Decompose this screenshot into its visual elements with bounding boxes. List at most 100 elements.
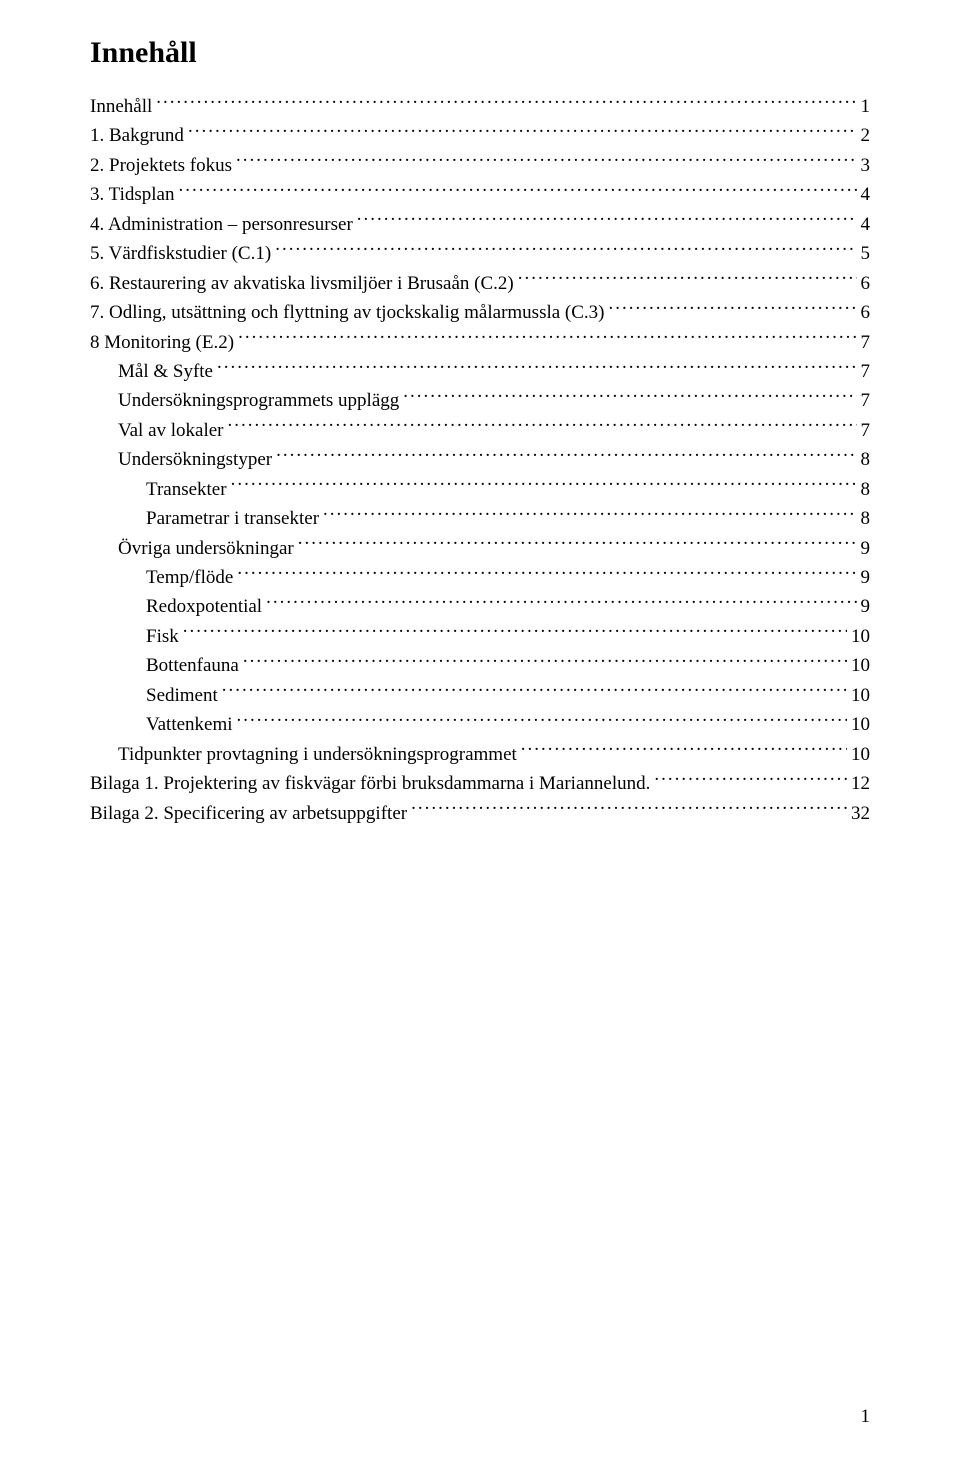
toc-leader-dots [217, 358, 857, 377]
toc-leader-dots [266, 593, 856, 612]
toc-entry-label: Fisk [146, 622, 179, 651]
toc-row: Undersökningsprogrammets upplägg 7 [90, 386, 870, 415]
toc-leader-dots [156, 93, 856, 112]
toc-entry-page: 6 [861, 269, 871, 298]
toc-entry-label: Temp/flöde [146, 563, 233, 592]
toc-entry-page: 8 [861, 504, 871, 533]
toc-entry-label: Tidpunkter provtagning i undersökningspr… [118, 740, 517, 769]
toc-row: Tidpunkter provtagning i undersökningspr… [90, 740, 870, 769]
page-title: Innehåll [90, 36, 870, 70]
toc-row: Transekter 8 [90, 475, 870, 504]
toc-leader-dots [521, 741, 847, 760]
toc-entry-page: 4 [861, 210, 871, 239]
toc-entry-page: 9 [861, 563, 871, 592]
toc-entry-label: Bilaga 1. Projektering av fiskvägar förb… [90, 769, 650, 798]
toc-entry-page: 7 [861, 416, 871, 445]
toc-entry-label: 3. Tidsplan [90, 180, 174, 209]
toc-entry-page: 1 [861, 92, 871, 121]
toc-entry-label: Transekter [146, 475, 227, 504]
toc-entry-label: Undersökningsprogrammets upplägg [118, 386, 399, 415]
toc-entry-page: 10 [851, 710, 870, 739]
toc-row: Bilaga 2. Specificering av arbetsuppgift… [90, 799, 870, 828]
toc-leader-dots [323, 505, 856, 524]
toc-entry-label: 4. Administration – personresurser [90, 210, 353, 239]
toc-row: 1. Bakgrund 2 [90, 121, 870, 150]
toc-row: Redoxpotential 9 [90, 592, 870, 621]
page: Innehåll Innehåll11. Bakgrund22. Projekt… [0, 0, 960, 1468]
toc-entry-label: Parametrar i transekter [146, 504, 319, 533]
toc-entry-page: 10 [851, 622, 870, 651]
toc-entry-label: Bottenfauna [146, 651, 239, 680]
toc-entry-page: 10 [851, 740, 870, 769]
toc-entry-page: 10 [851, 651, 870, 680]
toc-entry-page: 32 [851, 799, 870, 828]
toc-entry-label: 1. Bakgrund [90, 121, 184, 150]
toc-row: Bottenfauna 10 [90, 651, 870, 680]
toc-leader-dots [411, 800, 847, 819]
toc-row: Bilaga 1. Projektering av fiskvägar förb… [90, 769, 870, 798]
toc-entry-page: 7 [861, 357, 871, 386]
toc-entry-label: Mål & Syfte [118, 357, 213, 386]
toc-row: 2. Projektets fokus 3 [90, 151, 870, 180]
toc-entry-label: 2. Projektets fokus [90, 151, 232, 180]
toc-entry-page: 3 [861, 151, 871, 180]
toc-leader-dots [183, 623, 847, 642]
toc-entry-label: 5. Värdfiskstudier (C.1) [90, 239, 271, 268]
toc-entry-label: 8 Monitoring (E.2) [90, 328, 234, 357]
toc-entry-page: 7 [861, 328, 871, 357]
toc-row: 4. Administration – personresurser 4 [90, 210, 870, 239]
toc-leader-dots [609, 299, 857, 318]
toc-entry-page: 5 [861, 239, 871, 268]
toc-leader-dots [654, 770, 847, 789]
toc-leader-dots [357, 211, 857, 230]
toc-row: Mål & Syfte 7 [90, 357, 870, 386]
toc-leader-dots [222, 682, 847, 701]
toc-entry-label: 7. Odling, utsättning och flyttning av t… [90, 298, 605, 327]
toc-row: 8 Monitoring (E.2) 7 [90, 328, 870, 357]
toc-leader-dots [243, 652, 847, 671]
toc-row: 5. Värdfiskstudier (C.1) 5 [90, 239, 870, 268]
toc-leader-dots [236, 152, 857, 171]
toc-row: Vattenkemi 10 [90, 710, 870, 739]
toc-row: Temp/flöde 9 [90, 563, 870, 592]
toc-leader-dots [518, 270, 857, 289]
toc-leader-dots [237, 711, 847, 730]
toc-leader-dots [275, 240, 856, 259]
page-number: 1 [861, 1406, 871, 1428]
toc-entry-label: 6. Restaurering av akvatiska livsmiljöer… [90, 269, 514, 298]
toc-row: Övriga undersökningar 9 [90, 534, 870, 563]
toc-row: 6. Restaurering av akvatiska livsmiljöer… [90, 269, 870, 298]
toc-leader-dots [178, 181, 856, 200]
toc-entry-page: 8 [861, 445, 871, 474]
toc-entry-label: Vattenkemi [146, 710, 233, 739]
toc-entry-label: Undersökningstyper [118, 445, 272, 474]
toc-row: 3. Tidsplan 4 [90, 180, 870, 209]
toc-entry-page: 8 [861, 475, 871, 504]
toc-entry-label: Sediment [146, 681, 218, 710]
toc-leader-dots [238, 329, 856, 348]
toc-entry-page: 9 [861, 534, 871, 563]
toc-row: Sediment 10 [90, 681, 870, 710]
toc-entry-label: Övriga undersökningar [118, 534, 294, 563]
toc-leader-dots [403, 387, 856, 406]
toc-row: Val av lokaler 7 [90, 416, 870, 445]
toc-entry-page: 6 [861, 298, 871, 327]
toc-entry-page: 4 [861, 180, 871, 209]
toc-entry-label: Val av lokaler [118, 416, 224, 445]
toc-row: Fisk 10 [90, 622, 870, 651]
toc-entry-page: 10 [851, 681, 870, 710]
toc-leader-dots [237, 564, 856, 583]
toc-entry-label: Redoxpotential [146, 592, 262, 621]
toc-row: Parametrar i transekter 8 [90, 504, 870, 533]
table-of-contents: Innehåll11. Bakgrund22. Projektets fokus… [90, 92, 870, 828]
toc-entry-page: 9 [861, 592, 871, 621]
toc-entry-page: 7 [861, 386, 871, 415]
toc-row: 7. Odling, utsättning och flyttning av t… [90, 298, 870, 327]
toc-entry-page: 2 [861, 121, 871, 150]
toc-leader-dots [188, 122, 857, 141]
toc-entry-page: 12 [851, 769, 870, 798]
toc-leader-dots [276, 446, 856, 465]
toc-entry-label: Bilaga 2. Specificering av arbetsuppgift… [90, 799, 407, 828]
toc-row: Undersökningstyper 8 [90, 445, 870, 474]
toc-leader-dots [231, 476, 857, 495]
